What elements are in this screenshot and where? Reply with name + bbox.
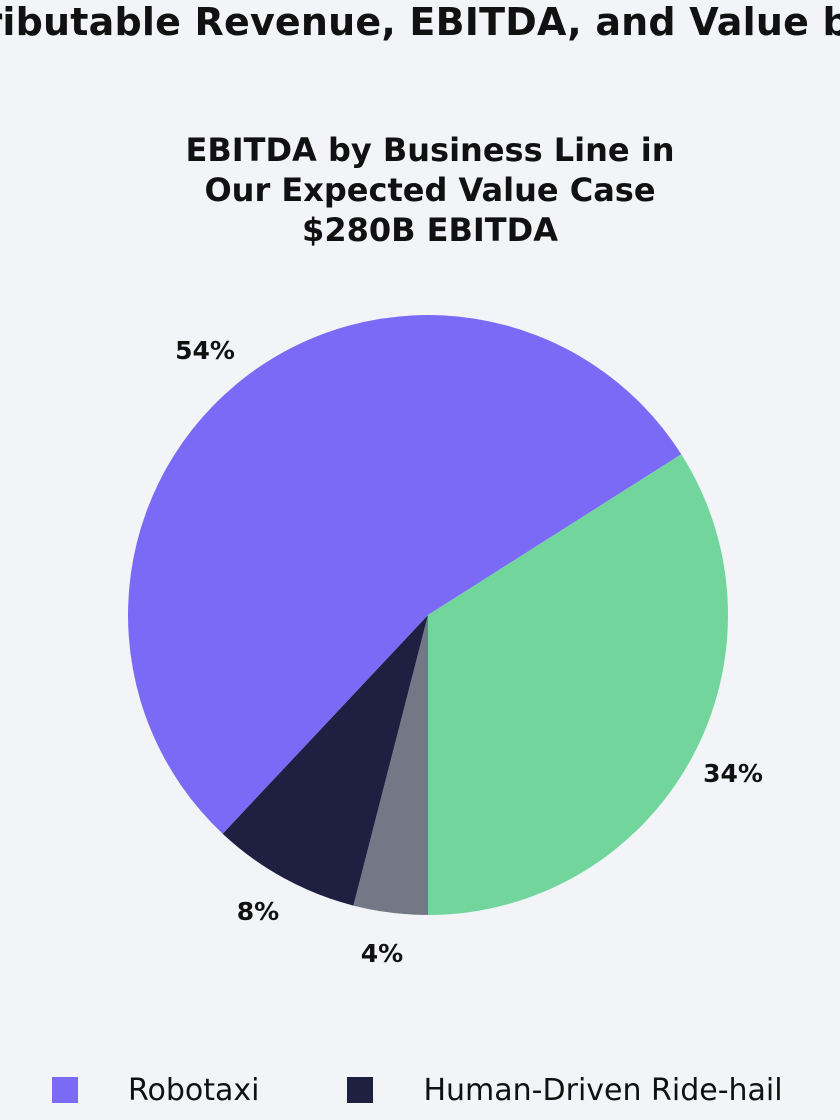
pie-label-8pct: 8% xyxy=(237,897,279,926)
legend-label-human-driven-ride-hail: Human-Driven Ride-hail xyxy=(423,1072,783,1108)
legend-item-robotaxi: Robotaxi xyxy=(52,1073,259,1108)
pie-slice-other-2 xyxy=(353,615,428,915)
legend-label-robotaxi: Robotaxi xyxy=(128,1072,260,1108)
legend-swatch-human-driven-ride-hail xyxy=(347,1077,374,1103)
chart-title: EBITDA by Business Line in Our Expected … xyxy=(0,130,840,250)
chart-title-line-1: EBITDA by Business Line in xyxy=(185,131,675,169)
legend-swatch-robotaxi xyxy=(52,1077,78,1103)
pie-label-34pct: 34% xyxy=(703,759,763,788)
legend-item-human-driven-ride-hail: Human-Driven Ride-hail xyxy=(347,1072,783,1108)
chart-title-line-2: Our Expected Value Case xyxy=(204,171,656,209)
chart-title-line-3: $280B EBITDA xyxy=(302,211,558,249)
pie-slice-human-driven-ride-hail xyxy=(222,615,428,906)
pie-slice-robotaxi xyxy=(128,315,682,834)
pie-slice-other-3 xyxy=(428,454,729,915)
legend: Robotaxi Human-Driven Ride-hail xyxy=(52,1068,840,1112)
pie-label-54pct: 54% xyxy=(175,336,235,365)
pie-label-4pct: 4% xyxy=(361,939,403,968)
page-title: tributable Revenue, EBITDA, and Value by xyxy=(0,0,840,44)
